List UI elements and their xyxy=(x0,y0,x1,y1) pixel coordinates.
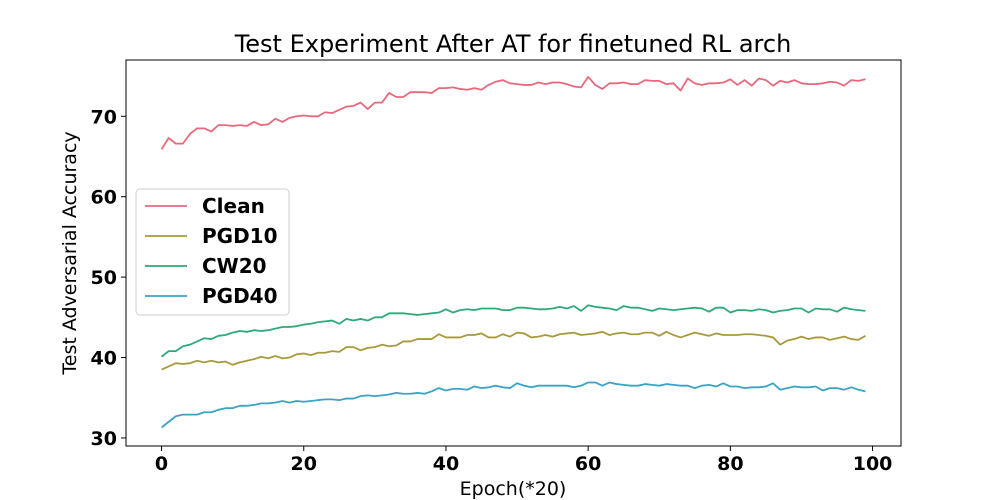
legend-label-cw20: CW20 xyxy=(202,254,267,278)
x-axis-label: Epoch(*20) xyxy=(460,478,567,500)
x-tick-label: 40 xyxy=(433,453,459,475)
series-line-pgd10 xyxy=(161,330,866,371)
plot-frame xyxy=(125,59,902,447)
legend-label-pgd10: PGD10 xyxy=(202,224,278,248)
x-tick-label: 0 xyxy=(155,453,168,475)
y-tick-label: 30 xyxy=(91,428,117,450)
x-tick-label: 60 xyxy=(575,453,601,475)
y-tick-label: 60 xyxy=(91,187,117,209)
series-line-cw20 xyxy=(160,304,866,358)
legend: Clean PGD10 CW20 PGD40 xyxy=(135,188,290,316)
y-axis-label: Test Adversarial Accuracy xyxy=(59,131,81,375)
series-line-clean xyxy=(160,75,866,150)
y-tick-label: 40 xyxy=(91,348,117,370)
chart-title: Test Experiment After AT for finetuned R… xyxy=(234,30,792,58)
x-axis: 0 20 40 60 80 100 xyxy=(155,446,892,475)
series-layer xyxy=(160,75,866,429)
x-tick-label: 100 xyxy=(853,453,893,475)
y-axis: 30 40 50 60 70 xyxy=(91,106,126,450)
legend-box xyxy=(135,188,290,316)
x-tick-label: 20 xyxy=(291,453,317,475)
series-line-pgd40 xyxy=(160,381,866,429)
legend-label-clean: Clean xyxy=(202,194,265,218)
y-tick-label: 70 xyxy=(91,106,117,128)
legend-label-pgd40: PGD40 xyxy=(202,284,278,308)
x-tick-label: 80 xyxy=(717,453,743,475)
y-tick-label: 50 xyxy=(91,267,117,289)
